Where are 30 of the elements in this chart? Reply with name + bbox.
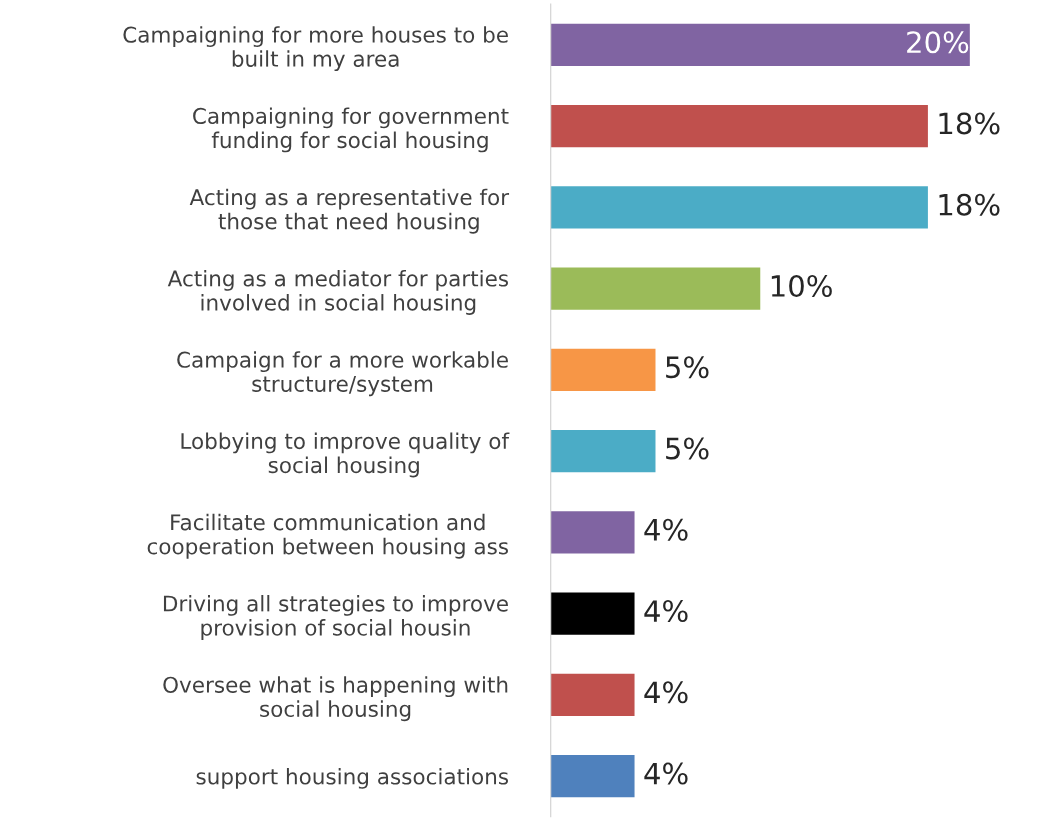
y-tick-label: Facilitate communication and cooperation between housing ass [147, 513, 508, 559]
data-label: 4% [644, 762, 688, 785]
data-label: 20% [907, 31, 969, 54]
data-label: 18% [939, 193, 1000, 216]
data-label: 10% [771, 274, 832, 298]
y-tick-label: Campaigning for government funding for social housing [193, 107, 509, 153]
bar [550, 511, 635, 554]
data-label: 4% [644, 518, 688, 541]
bar [550, 592, 635, 635]
bar [550, 267, 761, 310]
data-label: 4% [644, 681, 688, 704]
y-tick-label: Driving all strategies to improve provision of social housin [163, 595, 508, 640]
y-tick-label: Campaign for a more workable structure/system [177, 351, 508, 397]
y-tick-label: support housing associations [196, 767, 509, 789]
bar [550, 754, 635, 798]
bar [550, 104, 928, 148]
bar [550, 429, 656, 473]
y-tick-label: Lobbying to improve quality of social housing [181, 432, 510, 478]
y-tick-label: Campaigning for more houses to be built in my area [123, 26, 508, 72]
y-tick-label: Acting as a representative for those that need housing [189, 188, 510, 234]
bar [550, 673, 635, 716]
bar [550, 348, 656, 391]
y-tick-label: Acting as a mediator for parties involved in social housing [167, 269, 509, 315]
data-label: 5% [666, 437, 709, 460]
bar [550, 186, 928, 229]
data-label: 4% [644, 599, 688, 623]
data-label: 5% [666, 356, 709, 379]
data-label: 18% [939, 112, 1000, 135]
y-tick-label: Oversee what is happening with social housing [163, 676, 508, 722]
bar [550, 23, 970, 66]
